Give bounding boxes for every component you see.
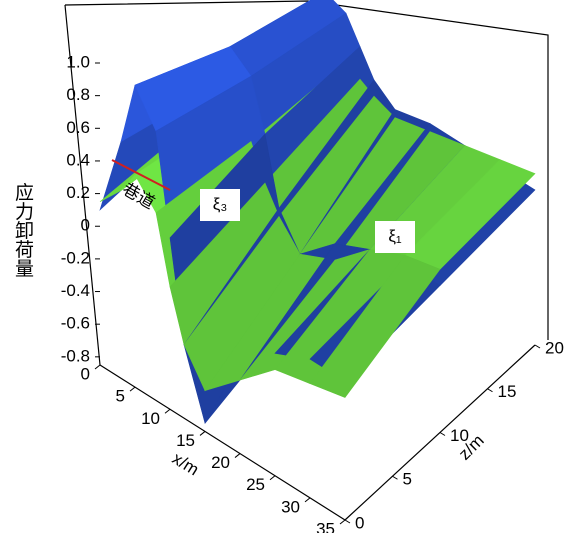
x-tick (164, 408, 171, 414)
x-tick (339, 519, 346, 525)
y-axis-label: 应力卸荷量 (12, 182, 34, 277)
x-tick (269, 475, 276, 481)
series-label: ξ₃ (213, 194, 228, 213)
y-tick-label: -0.4 (61, 281, 90, 300)
y-tick-label: 0.6 (66, 118, 90, 137)
x-tick-label: 15 (176, 431, 195, 450)
y-tick-label: 0.2 (66, 183, 90, 202)
z-tick (534, 344, 541, 349)
x-tick (129, 386, 136, 392)
y-tick-label: 1.0 (66, 52, 90, 71)
x-tick-label: 35 (316, 519, 335, 533)
label-box (200, 189, 240, 221)
y-tick-label: 0.8 (66, 85, 90, 104)
annotation-arrow (111, 159, 171, 191)
surfaces: ξ₃ ξ₁ (99, 0, 536, 425)
z-tick-label: 5 (403, 470, 412, 489)
y-tick-label: 0 (81, 216, 90, 235)
z-tick (392, 475, 398, 480)
x-tick-label: 25 (246, 475, 265, 494)
z-tick-label: 0 (355, 513, 364, 532)
series-label: ξ₁ (388, 226, 402, 245)
z-tick-label: 15 (498, 382, 517, 401)
z-tick (439, 432, 446, 436)
x-tick-label: 0 (81, 364, 90, 383)
ticks: 1.00.80.60.40.20-0.2-0.4-0.6-0.805101520… (61, 52, 564, 533)
y-tick-label: -0.8 (61, 346, 90, 365)
x-tick-label: 10 (141, 409, 160, 428)
x-axis-label: x/m (169, 449, 202, 480)
y-tick-label: -0.2 (61, 248, 90, 267)
surface-patch (309, 254, 441, 398)
label-box (375, 221, 415, 253)
x-tick-label: 30 (281, 497, 300, 516)
x-tick (234, 453, 241, 458)
z-tick (487, 388, 493, 393)
z-tick (344, 519, 351, 524)
x-tick (304, 497, 311, 503)
y-tick-label: -0.6 (61, 314, 90, 333)
z-tick-label: 10 (450, 426, 469, 445)
x-tick (199, 431, 206, 436)
y-tick-label: 0.4 (66, 150, 90, 169)
x-tick-label: 20 (211, 453, 230, 472)
z-tick-label: 20 (545, 338, 564, 357)
x-tick-label: 5 (116, 387, 125, 406)
x-tick (94, 364, 101, 370)
